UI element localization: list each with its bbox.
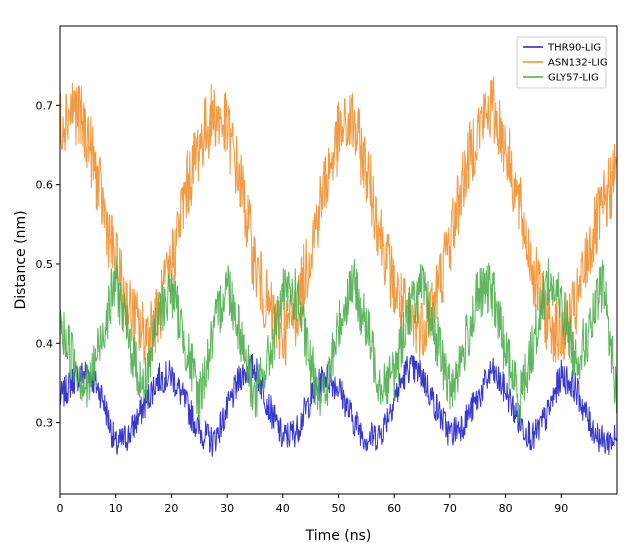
y-tick-label: 0.4 — [36, 337, 54, 350]
x-tick-label: 80 — [499, 502, 513, 515]
y-tick-label: 0.6 — [36, 179, 54, 192]
x-tick-label: 10 — [109, 502, 123, 515]
x-tick-label: 40 — [276, 502, 290, 515]
x-tick-label: 60 — [387, 502, 401, 515]
x-tick-label: 30 — [220, 502, 234, 515]
y-axis-label: Distance (nm) — [13, 210, 29, 309]
x-axis-ticks: 0 10 20 30 40 50 60 70 80 90 — [57, 494, 568, 515]
x-tick-label: 90 — [554, 502, 568, 515]
x-tick-label: 70 — [443, 502, 457, 515]
x-tick-label: 50 — [332, 502, 346, 515]
y-tick-label: 0.5 — [36, 258, 54, 271]
legend-label: GLY57-LIG — [548, 73, 599, 84]
series-line-thr90-lig — [59, 353, 618, 457]
x-axis-label: Time (ns) — [305, 528, 372, 543]
legend-label: ASN132-LIG — [548, 58, 608, 69]
series-line-gly57-lig — [59, 256, 618, 425]
legend-box — [516, 36, 607, 89]
legend: THR90-LIG ASN132-LIG GLY57-LIG — [516, 36, 608, 89]
x-tick-label: 0 — [57, 502, 64, 515]
y-tick-label: 0.7 — [36, 99, 54, 112]
legend-label: THR90-LIG — [547, 43, 601, 54]
series-layer — [59, 76, 618, 457]
y-tick-label: 0.3 — [36, 417, 54, 430]
y-axis-ticks: 0.3 0.4 0.5 0.6 0.7 — [36, 99, 60, 430]
x-tick-label: 20 — [164, 502, 178, 515]
